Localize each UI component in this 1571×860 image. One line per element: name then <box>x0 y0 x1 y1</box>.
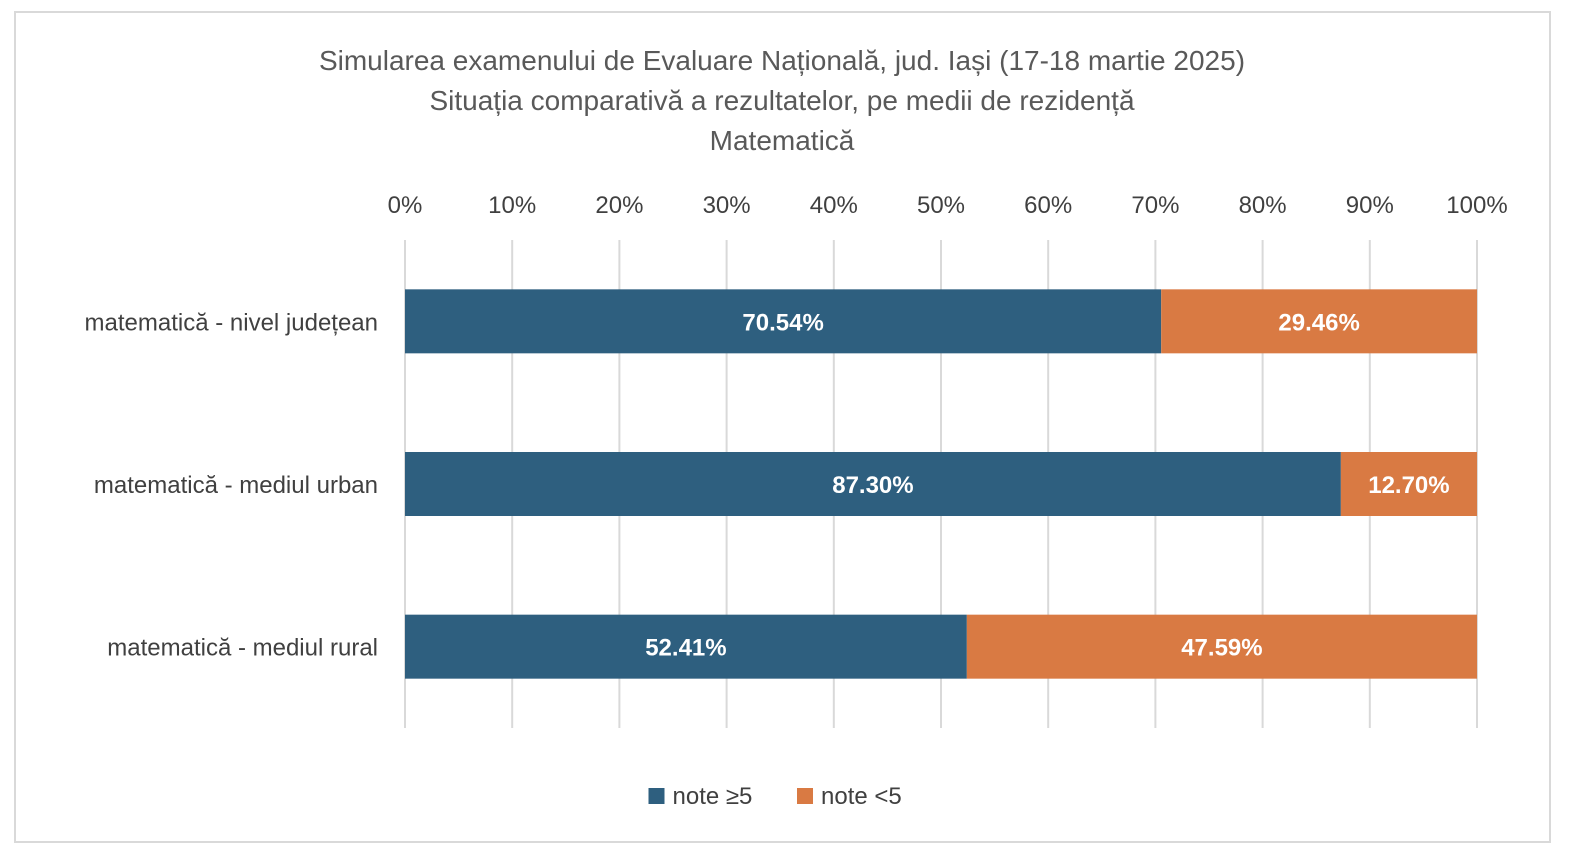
bar-segment <box>1161 289 1477 354</box>
bar-segment <box>405 614 967 679</box>
y-axis-categories: matematică - nivel județean matematică - … <box>85 309 378 661</box>
category-label: matematică - mediul rural <box>107 635 378 662</box>
legend-swatch <box>797 788 813 804</box>
x-tick-label: 80% <box>1239 192 1287 219</box>
legend-label: note ≥5 <box>673 783 753 810</box>
x-tick-label: 60% <box>1024 192 1072 219</box>
data-label: 47.59% <box>1181 635 1262 662</box>
category-label: matematică - nivel județean <box>85 309 378 336</box>
x-tick-label: 20% <box>595 192 643 219</box>
x-tick-label: 100% <box>1446 192 1507 219</box>
chart-title-line-2: Situația comparativă a rezultatelor, pe … <box>429 85 1134 116</box>
x-tick-label: 70% <box>1131 192 1179 219</box>
data-label: 12.70% <box>1368 472 1449 499</box>
chart-frame <box>14 11 1551 843</box>
bar-segment <box>405 289 1162 354</box>
category-label: matematică - mediul urban <box>94 472 378 499</box>
bar-segment <box>1340 452 1477 516</box>
x-tick-label: 30% <box>703 192 751 219</box>
legend: note ≥5 note <5 <box>648 783 902 810</box>
x-tick-label: 0% <box>388 192 423 219</box>
data-label: 70.54% <box>742 309 823 336</box>
x-axis-ticks: 0% 10% 20% 30% 40% 50% 60% 70% 80% 90% 100% <box>388 192 1508 219</box>
x-tick-label: 40% <box>810 192 858 219</box>
data-label: 52.41% <box>645 635 726 662</box>
bars: 70.54% 29.46% 87.30% 12.70% 52.41% 47.59% <box>405 289 1477 679</box>
bar-segment <box>966 614 1477 679</box>
x-tick-label: 50% <box>917 192 965 219</box>
chart-title: Simularea examenului de Evaluare Naționa… <box>319 45 1245 156</box>
legend-swatch <box>648 788 665 804</box>
x-tick-label: 10% <box>488 192 536 219</box>
x-tick-label: 90% <box>1346 192 1394 219</box>
bar-segment <box>405 452 1341 516</box>
data-label: 29.46% <box>1278 309 1359 336</box>
data-label: 87.30% <box>832 472 913 499</box>
legend-label: note <5 <box>821 783 902 810</box>
chart-title-line-1: Simularea examenului de Evaluare Naționa… <box>319 45 1245 76</box>
chart-title-line-3: Matematică <box>710 125 855 156</box>
